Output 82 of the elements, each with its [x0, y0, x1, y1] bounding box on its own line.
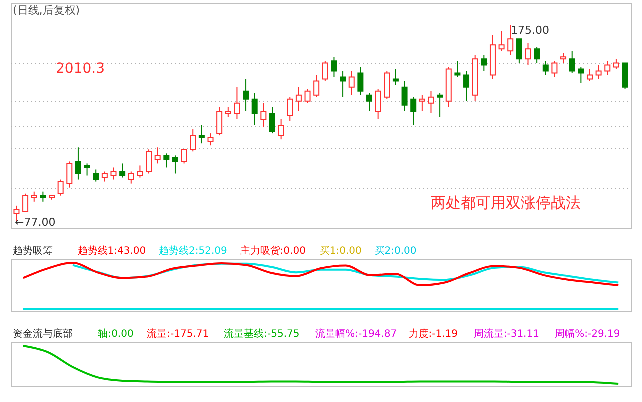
- candlestick: [508, 24, 514, 56]
- candlestick: [137, 165, 144, 178]
- candlestick: [613, 58, 620, 70]
- text: 周幅%:-29.19: [555, 328, 620, 340]
- candlestick: [84, 163, 90, 176]
- candlestick: [110, 167, 117, 180]
- candlestick: [498, 30, 505, 52]
- candlestick: [234, 86, 240, 120]
- candlestick: [128, 171, 134, 184]
- series-label: 趋势线1:43.00: [78, 245, 146, 257]
- candlestick: [198, 125, 205, 144]
- candlestick: [314, 74, 320, 98]
- text: 轴:0.00: [98, 328, 134, 340]
- candlestick: [331, 56, 338, 78]
- candlestick: [560, 52, 567, 64]
- candlestick: [516, 38, 522, 64]
- candlestick: [40, 191, 46, 202]
- candlestick: [287, 96, 294, 122]
- candlestick: [569, 50, 576, 74]
- text: 力度:-1.19: [408, 328, 458, 340]
- candlestick: [252, 92, 258, 126]
- chart-title: 资金流与底部: [13, 328, 73, 340]
- annotation: 2010.3: [56, 61, 105, 77]
- candlestick: [154, 147, 161, 164]
- candlestick: [208, 133, 214, 146]
- candlestick: [525, 42, 532, 66]
- candlestick: [402, 80, 408, 112]
- candlestick: [243, 78, 250, 112]
- candlestick: [419, 94, 426, 112]
- text: 流量基线:-55.75: [224, 328, 300, 340]
- text: 周流量:-31.11: [474, 328, 540, 340]
- candlestick: [22, 193, 29, 212]
- candlestick: [542, 60, 549, 76]
- candlestick: [172, 155, 178, 174]
- candlestick: [578, 66, 584, 84]
- candlestick: [596, 64, 602, 80]
- candlestick: [358, 66, 364, 96]
- candlestick: [604, 60, 611, 76]
- candlestick: [164, 153, 170, 168]
- text: 流量幅%:-194.87: [316, 328, 398, 340]
- candlestick: [58, 179, 64, 196]
- candlestick: [375, 88, 382, 120]
- candlestick: [260, 102, 267, 128]
- candlestick: [437, 92, 444, 118]
- candlestick: [93, 169, 100, 182]
- candlestick: [66, 161, 73, 188]
- candlestick: [322, 60, 328, 82]
- candlestick: [120, 163, 126, 178]
- candlestick: [410, 96, 417, 126]
- candlestick: [75, 147, 82, 180]
- chart-title: (日线,后复权): [13, 4, 80, 17]
- candlestick: [464, 70, 470, 102]
- text: 主力吸货:0.00: [240, 245, 306, 257]
- candlestick: [481, 54, 488, 72]
- annotation: 两处都可用双涨停战法: [431, 194, 581, 212]
- candlestick: [340, 70, 346, 98]
- candlestick: [190, 129, 196, 152]
- candlestick: [216, 106, 223, 136]
- annotation: ←77.00: [15, 216, 56, 229]
- candlestick: [102, 171, 108, 182]
- series-label: 趋势线2:52.09: [159, 245, 228, 257]
- candlestick: [181, 149, 188, 164]
- candlestick: [552, 60, 558, 78]
- text: 买1:0.00: [320, 246, 362, 257]
- candlestick: [428, 90, 434, 114]
- candlestick: [269, 106, 276, 134]
- candlestick: [366, 92, 373, 112]
- candlestick: [146, 149, 152, 174]
- candlestick: [392, 68, 399, 86]
- text: 买2:0.00: [374, 246, 417, 257]
- annotation: 175.00: [511, 24, 550, 37]
- candlestick: [348, 70, 355, 96]
- candlestick: [225, 106, 232, 118]
- candlestick: [31, 191, 38, 202]
- chart-title: 趋势吸筹: [13, 245, 53, 257]
- candlestick: [296, 86, 302, 112]
- candlestick: [534, 46, 540, 64]
- candlestick: [304, 88, 311, 104]
- candlestick: [586, 68, 593, 82]
- text: 流量:-175.71: [147, 328, 210, 340]
- candlestick: [454, 60, 461, 78]
- candlestick: [278, 118, 284, 140]
